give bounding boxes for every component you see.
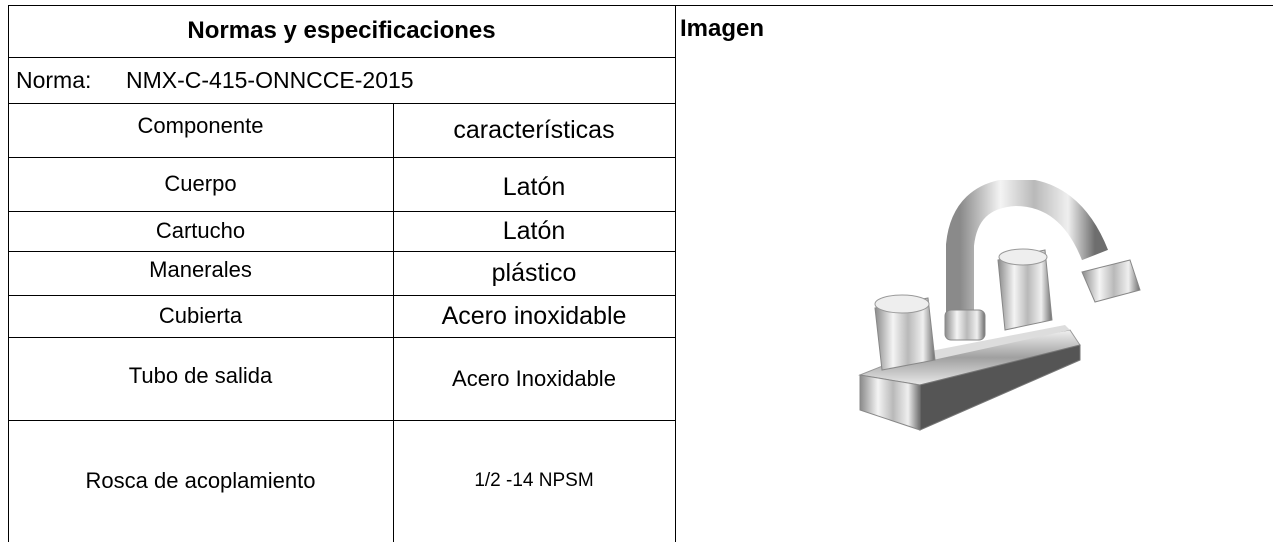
cell: Latón (502, 216, 566, 245)
cell: Tubo de salida (128, 363, 273, 388)
cell: Acero inoxidable (441, 301, 627, 330)
norma-label: Norma: (16, 66, 92, 93)
cell: Cubierta (158, 303, 243, 328)
cell: Manerales (149, 257, 252, 282)
rule (8, 295, 675, 296)
cell: Cartucho (155, 218, 246, 243)
cell: características (453, 115, 615, 144)
cell: Rosca de acoplamiento (85, 468, 316, 493)
rule (675, 5, 676, 542)
norma-value: NMX-C-415-ONNCCE-2015 (126, 66, 414, 93)
rule (393, 103, 394, 542)
cell: plástico (491, 258, 577, 287)
rule (8, 337, 675, 338)
rule (8, 251, 675, 252)
rule (8, 103, 675, 104)
table-title: Normas y especificaciones (187, 17, 496, 44)
faucet-image (858, 180, 1141, 431)
image-title: Imagen (680, 15, 765, 42)
cell: 1/2 -14 NPSM (474, 470, 594, 491)
cell: Latón (502, 172, 566, 201)
rule (8, 5, 1273, 6)
cell: Acero Inoxidable (452, 365, 616, 391)
rule (8, 57, 675, 58)
rule (8, 211, 675, 212)
rule (8, 420, 675, 421)
cell: Cuerpo (164, 171, 237, 196)
rule (8, 5, 9, 542)
cell: Componente (137, 113, 264, 138)
rule (8, 157, 675, 158)
